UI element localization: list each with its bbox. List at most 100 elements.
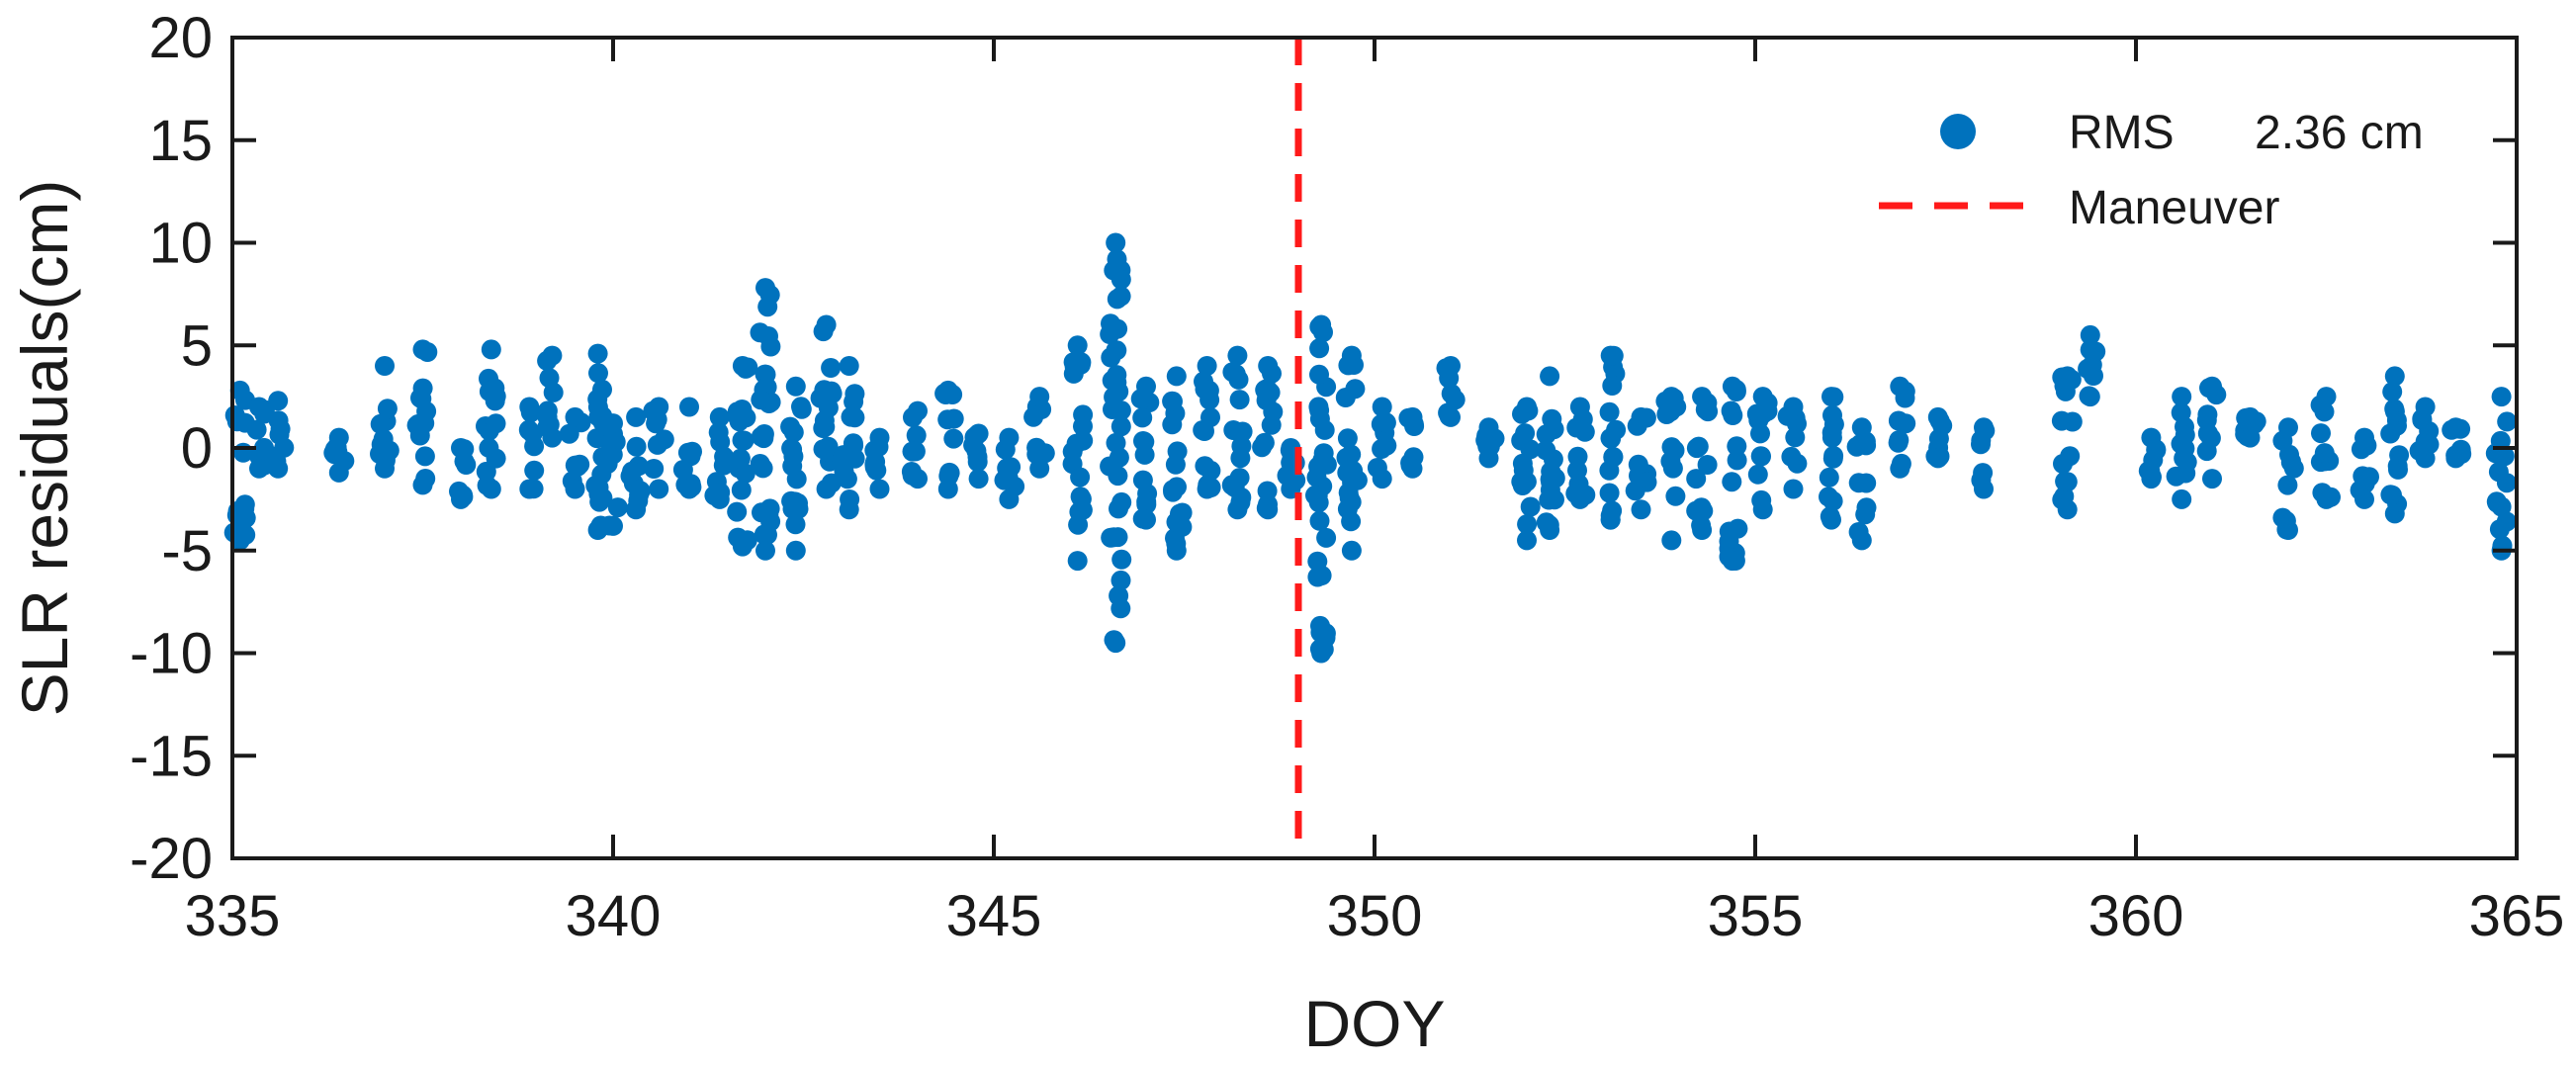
data-point <box>644 459 665 479</box>
data-point <box>1574 421 1595 442</box>
data-point <box>1520 496 1541 517</box>
data-point <box>630 481 651 501</box>
data-point <box>2387 415 2407 436</box>
data-point <box>735 463 755 484</box>
data-point <box>603 413 623 434</box>
data-point <box>1376 412 1396 433</box>
data-point <box>1337 428 1358 449</box>
data-point <box>456 455 477 475</box>
data-point <box>2080 387 2100 407</box>
data-point <box>834 461 854 482</box>
legend: RMS 2.36 cm Maneuver <box>1879 107 2424 234</box>
data-point <box>1372 469 1392 489</box>
data-point <box>2278 417 2298 438</box>
data-point <box>672 460 693 480</box>
y-axis-label: SLR residuals(cm) <box>8 180 81 717</box>
data-point <box>481 479 501 499</box>
data-point <box>379 440 400 461</box>
legend-marker-rms <box>1940 114 1976 149</box>
x-tick-label: 345 <box>946 884 1042 948</box>
data-point <box>1258 356 1279 376</box>
data-point <box>626 406 647 427</box>
data-point <box>375 356 395 376</box>
data-point <box>785 514 806 535</box>
data-point <box>1727 436 1747 457</box>
data-point <box>1478 448 1499 469</box>
data-point <box>1133 431 1153 451</box>
data-point <box>268 458 289 479</box>
data-point <box>649 479 669 499</box>
data-point <box>1692 520 1713 540</box>
data-point <box>1315 628 1336 648</box>
data-point <box>732 356 753 376</box>
data-point <box>1110 286 1131 307</box>
data-point <box>588 484 609 504</box>
data-point <box>2354 489 2374 509</box>
data-point <box>1823 446 1844 466</box>
x-tick-label: 355 <box>1708 884 1804 948</box>
data-point <box>622 461 642 482</box>
data-point <box>229 380 250 400</box>
data-point <box>588 363 608 384</box>
data-point <box>997 458 1018 479</box>
data-point <box>2445 448 2466 469</box>
data-point <box>1478 417 1499 438</box>
data-point <box>1728 518 1748 539</box>
data-point <box>999 489 1020 509</box>
data-point <box>249 397 269 417</box>
data-point <box>1889 430 1910 451</box>
data-point <box>2174 448 2194 469</box>
data-point <box>791 399 812 419</box>
data-point <box>1722 376 1742 397</box>
data-point <box>486 413 506 434</box>
data-point <box>1928 428 1949 449</box>
data-point <box>565 406 585 427</box>
data-point <box>1821 387 1841 407</box>
data-point <box>1308 397 1329 417</box>
data-point <box>1107 340 1127 361</box>
data-point <box>1693 500 1714 521</box>
data-point <box>1974 417 1994 438</box>
data-point <box>451 438 471 458</box>
data-point <box>1888 410 1909 431</box>
data-point <box>1338 483 1359 503</box>
data-point <box>1927 448 1948 469</box>
data-point <box>2415 448 2436 469</box>
data-point <box>1167 441 1188 462</box>
data-point <box>268 391 289 411</box>
data-point <box>2057 366 2078 387</box>
legend-label-rms: RMS <box>2069 107 2175 159</box>
data-point <box>2316 489 2337 509</box>
y-tick-label: -10 <box>130 622 213 686</box>
data-point <box>1111 549 1132 570</box>
data-point <box>518 419 539 440</box>
data-point <box>328 427 349 448</box>
data-point <box>1402 458 1423 479</box>
data-point <box>1783 479 1804 499</box>
data-point <box>1166 366 1187 387</box>
data-point <box>821 381 842 401</box>
data-point <box>1073 430 1094 451</box>
y-tick-label: -5 <box>161 519 213 583</box>
data-point <box>328 462 349 483</box>
data-point <box>1819 467 1839 488</box>
data-point <box>1227 499 1248 520</box>
data-point <box>587 343 608 364</box>
data-point <box>1106 232 1126 253</box>
data-point <box>1512 476 1533 495</box>
data-point <box>542 345 563 366</box>
data-point <box>1545 489 1564 510</box>
data-point <box>679 397 699 417</box>
data-point <box>1661 387 1682 407</box>
data-point <box>1341 444 1362 465</box>
data-point <box>1890 458 1910 479</box>
data-point <box>519 479 540 499</box>
data-point <box>229 530 250 551</box>
data-point <box>412 475 433 495</box>
data-point <box>1309 510 1330 531</box>
data-point <box>2353 466 2373 487</box>
data-point <box>1195 456 1215 477</box>
data-point <box>709 489 730 509</box>
data-point <box>2175 424 2195 445</box>
data-point <box>1856 473 1877 493</box>
